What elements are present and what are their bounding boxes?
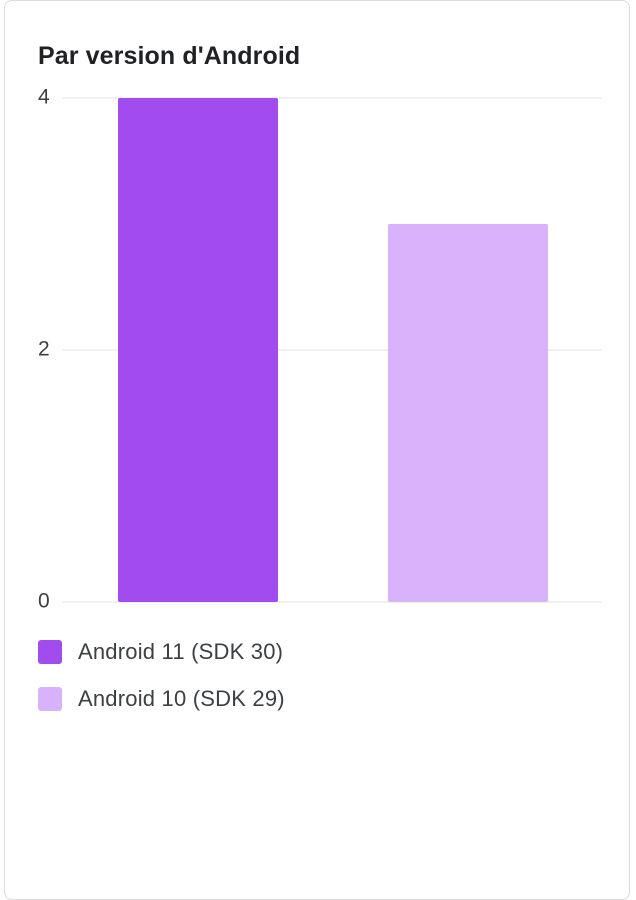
legend: Android 11 (SDK 30) Android 10 (SDK 29)	[38, 639, 285, 734]
legend-item[interactable]: Android 10 (SDK 29)	[38, 686, 285, 711]
chart-title: Par version d'Android	[38, 42, 301, 70]
y-tick-label: 2	[38, 338, 50, 361]
legend-swatch	[38, 687, 62, 711]
y-tick-label: 4	[38, 86, 50, 109]
bars	[118, 98, 548, 602]
legend-label: Android 11 (SDK 30)	[78, 639, 284, 664]
y-tick-label: 0	[38, 590, 50, 613]
bar[interactable]	[118, 98, 278, 602]
legend-item[interactable]: Android 11 (SDK 30)	[38, 639, 285, 664]
y-axis-ticks: 0 2 4	[38, 86, 50, 613]
bar-chart: 0 2 4	[38, 86, 602, 613]
legend-swatch	[38, 640, 62, 664]
legend-label: Android 10 (SDK 29)	[78, 686, 285, 711]
bar[interactable]	[388, 224, 548, 602]
